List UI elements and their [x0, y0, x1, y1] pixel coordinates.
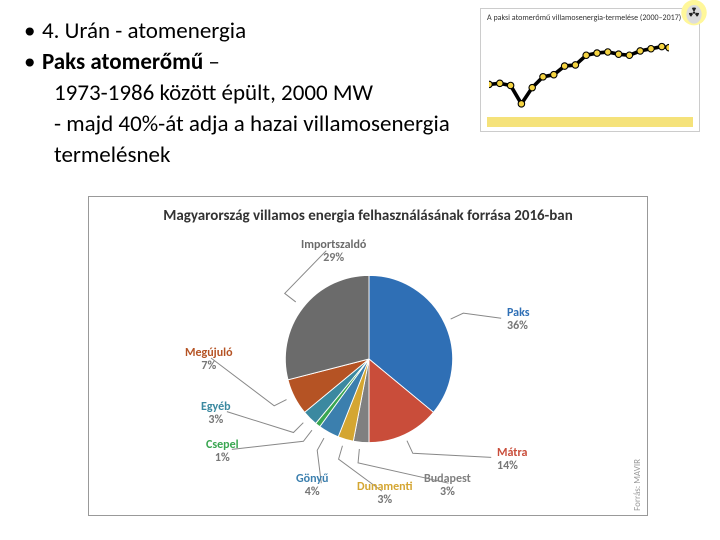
pie-label-egyéb: Egyéb3%	[201, 401, 231, 427]
bullet-marker: •	[24, 47, 42, 78]
text-block: • 4. Urán - atomenergia • Paks atomerőmű…	[24, 16, 494, 171]
line2-container: Paks atomerőmű –	[42, 47, 220, 78]
pie-label-csepel: Csepel1%	[206, 439, 239, 465]
thumbnail-axis-band	[487, 117, 693, 127]
line4-text: - majd 40%-át adja a hazai villamosenerg…	[54, 109, 494, 171]
line3-text: 1973-1986 között épült, 2000 MW	[54, 78, 494, 109]
pie-source: Forrás: MAVIR	[632, 459, 643, 511]
thumbnail-chart: A paksi atomerőmű villamosenergia-termel…	[480, 8, 700, 132]
pie-chart-panel: Magyarország villamos energia felhasznál…	[88, 196, 648, 516]
pie-chart	[269, 259, 469, 459]
thumbnail-title: A paksi atomerőmű villamosenergia-termel…	[487, 13, 693, 23]
bullet-line-2: • Paks atomerőmű –	[24, 47, 494, 78]
pie-label-gönyű: Gönyű4%	[296, 473, 328, 499]
bullet-line-1: • 4. Urán - atomenergia	[24, 16, 494, 47]
pie-chart-title: Magyarország villamos energia felhasznál…	[89, 207, 647, 225]
pie-svg	[269, 259, 469, 459]
pie-label-dunamenti: Dunamenti3%	[357, 481, 413, 507]
slide: • 4. Urán - atomenergia • Paks atomerőmű…	[0, 0, 720, 540]
pie-label-paks: Paks36%	[507, 307, 530, 333]
line1-text: 4. Urán - atomenergia	[42, 16, 246, 47]
line2-bold: Paks atomerőmű	[42, 48, 203, 76]
pie-label-importszaldó: Importszaldó29%	[301, 239, 366, 265]
lightbulb-icon	[677, 0, 711, 33]
pie-label-megújuló: Megújuló7%	[185, 347, 233, 373]
line2-rest: –	[203, 48, 220, 76]
pie-label-mátra: Mátra14%	[497, 447, 527, 473]
bullet-marker: •	[24, 16, 42, 47]
pie-label-budapest: Budapest3%	[424, 473, 471, 499]
